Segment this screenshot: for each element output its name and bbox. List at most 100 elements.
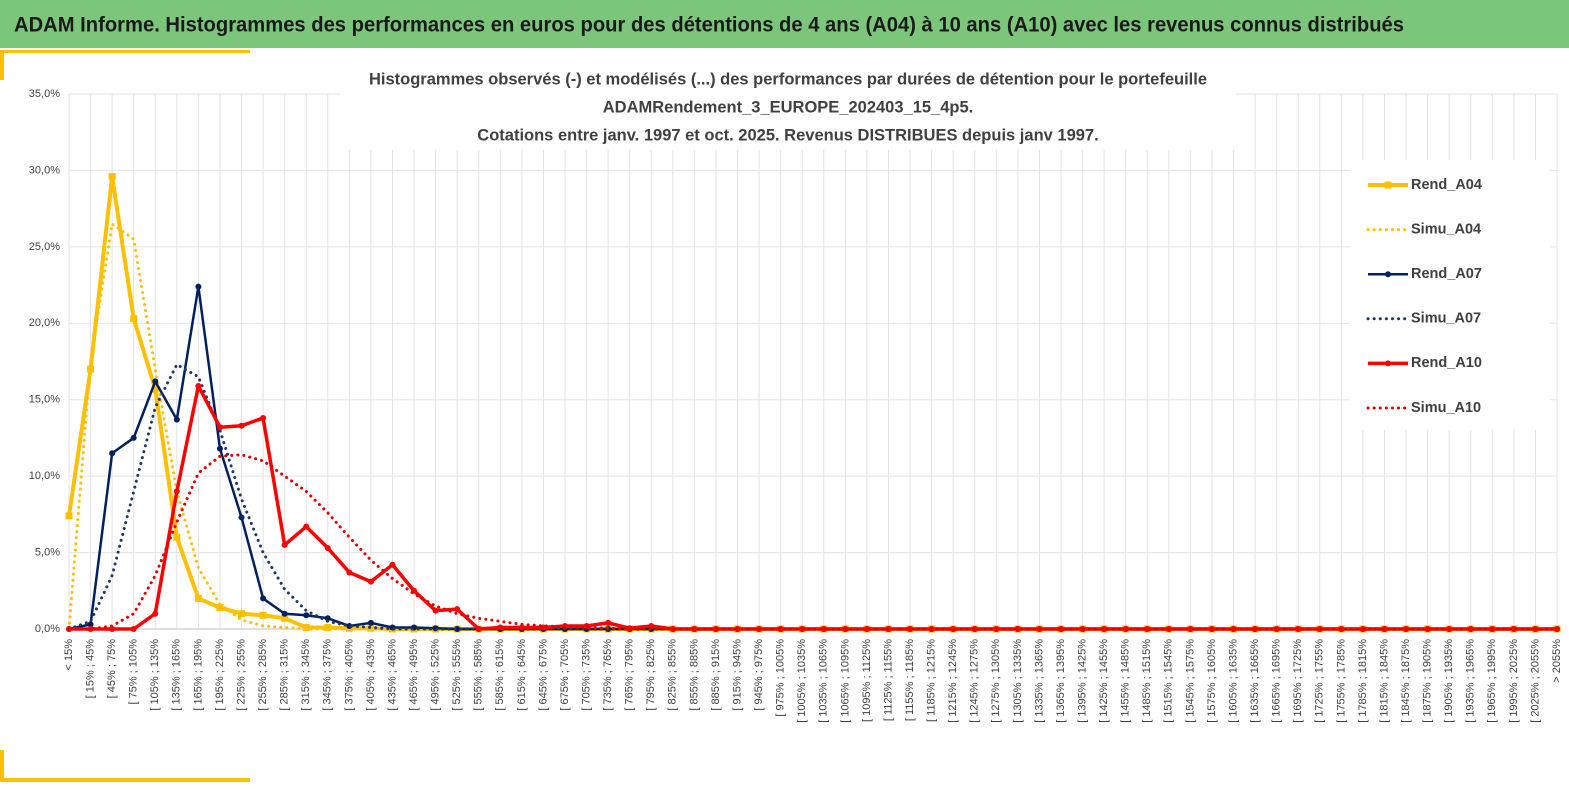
x-tick-label: [ 1695% ; 1725% — [1292, 639, 1304, 723]
point — [238, 514, 245, 521]
x-tick-label: [ 1095% ; 1125% — [861, 639, 873, 722]
legend-label: Rend_A04 — [1411, 177, 1482, 193]
legend: Rend_A04 Simu_A04 Rend_A07 Simu_A07 Rend_A10… — [1366, 177, 1482, 416]
point — [324, 544, 331, 551]
point — [1510, 626, 1517, 632]
point — [324, 615, 331, 622]
point — [173, 416, 180, 423]
point — [605, 619, 612, 626]
series-line — [67, 453, 1559, 631]
series-line — [67, 174, 1557, 631]
header-title: ADAM Informe. Histogrammes des performan… — [14, 14, 1404, 37]
x-tick-label: [ 285% ; 315% — [279, 639, 291, 711]
point — [108, 173, 116, 181]
point — [87, 621, 94, 628]
point — [475, 626, 482, 632]
x-tick-label: [ 1845% ; 1875% — [1400, 639, 1412, 723]
legend-label: Rend_A10 — [1411, 355, 1482, 371]
point — [1295, 626, 1302, 632]
point — [669, 626, 676, 632]
point — [238, 610, 246, 618]
point — [777, 626, 784, 632]
x-tick-label: [ 1395% ; 1425% — [1076, 639, 1088, 723]
point — [281, 610, 288, 617]
point — [1058, 626, 1064, 632]
x-tick-label: [ 1995% ; 2025% — [1508, 639, 1520, 723]
x-tick-label: [ 1785% ; 1815% — [1357, 639, 1369, 723]
x-tick-label: [ 1185% ; 1215% — [926, 639, 938, 722]
x-tick-label: [ 75% ; 105% — [128, 639, 140, 705]
x-tick-label: [ 1815% ; 1845% — [1378, 639, 1390, 723]
x-tick-label: [ 855% ; 885% — [688, 639, 700, 711]
point — [216, 604, 224, 612]
x-tick-label: [ 765% ; 795% — [624, 639, 636, 711]
header-banner — [0, 0, 1569, 48]
point — [151, 385, 159, 393]
point — [109, 626, 116, 632]
point — [130, 434, 137, 441]
x-tick-label: [ 975% ; 1005% — [775, 639, 787, 717]
point — [691, 626, 698, 632]
point — [260, 415, 267, 422]
x-tick-label: [ 915% ; 945% — [731, 639, 743, 711]
plot: 0,0% 5,0% 10,0% 15,0% 20,0% 25,0% 30,0% 35,0% < … — [29, 88, 1563, 723]
accent — [0, 50, 4, 80]
x-tick-label: [ 1275% ; 1305% — [990, 639, 1002, 723]
x-tick-label: [ 1875% ; 1905% — [1422, 639, 1434, 723]
x-tick-label: [ 1335% ; 1365% — [1033, 639, 1045, 723]
x-tick-label: [ 945% ; 975% — [753, 639, 765, 711]
x-tick-label: [ 345% ; 375% — [322, 639, 334, 711]
point — [346, 569, 353, 576]
point — [260, 595, 267, 602]
point — [1381, 626, 1388, 632]
x-tick-label: [ 1515% ; 1545% — [1163, 639, 1175, 723]
point — [303, 523, 310, 530]
point — [734, 626, 741, 632]
legend-label: Simu_A10 — [1411, 400, 1481, 416]
x-tick-label: [ 465% ; 495% — [408, 639, 420, 711]
point — [152, 610, 159, 617]
x-tick-label: [ 375% ; 405% — [343, 639, 355, 711]
x-tick-label: [ 1065% ; 1095% — [839, 639, 851, 723]
x-tick-label: [ 255% ; 285% — [257, 639, 269, 711]
series-line — [68, 285, 1557, 631]
x-tick-label: [ 45% ; 75% — [106, 639, 118, 699]
x-tick-label: [ 645% ; 675% — [537, 639, 549, 711]
chart-title-line: Cotations entre janv. 1997 et oct. 2025.… — [477, 126, 1098, 144]
y-tick-label: 15,0% — [29, 394, 60, 406]
x-tick-label: [ 1935% ; 1965% — [1465, 639, 1477, 723]
x-tick-label: [ 1905% ; 1935% — [1443, 639, 1455, 723]
x-tick-label: [ 135% ; 165% — [171, 639, 183, 711]
chart-title-line: ADAMRendement_3_EUROPE_202403_15_4p5. — [603, 98, 974, 116]
x-tick-label: [ 735% ; 765% — [602, 639, 614, 711]
x-tick-label: [ 1545% ; 1575% — [1184, 639, 1196, 723]
accent — [0, 750, 4, 782]
point — [65, 512, 73, 520]
x-tick-label: [ 795% ; 825% — [645, 639, 657, 711]
y-tick-label: 35,0% — [29, 88, 60, 100]
x-tick-label: [ 1245% ; 1275% — [969, 639, 981, 723]
point — [1338, 626, 1345, 632]
point — [1014, 626, 1021, 632]
point — [907, 626, 914, 632]
point — [518, 624, 525, 631]
point — [389, 561, 396, 568]
y-tick-label: 30,0% — [29, 164, 60, 176]
point — [367, 578, 374, 585]
x-tick-label: [ 1605% ; 1635% — [1227, 639, 1239, 723]
x-tick-label: [ 675% ; 705% — [559, 639, 571, 711]
x-tick-label: [ 1725% ; 1755% — [1314, 639, 1326, 723]
point — [1273, 626, 1280, 632]
x-tick-label: [ 165% ; 195% — [192, 639, 204, 711]
point — [216, 424, 223, 431]
point — [454, 626, 461, 632]
x-tick-label: [ 435% ; 465% — [386, 639, 398, 711]
legend-label: Simu_A04 — [1411, 221, 1481, 237]
x-tick-label: [ 1155% ; 1185% — [904, 639, 916, 721]
series-line — [67, 222, 1559, 631]
x-tick-label: < 15% — [63, 639, 75, 671]
x-tick-label: [ 1035% ; 1065% — [818, 639, 830, 723]
legend-label: Rend_A07 — [1411, 266, 1482, 282]
x-tick-label: [ 1125% ; 1155% — [882, 639, 894, 721]
x-tick-label: [ 585% ; 615% — [494, 639, 506, 711]
